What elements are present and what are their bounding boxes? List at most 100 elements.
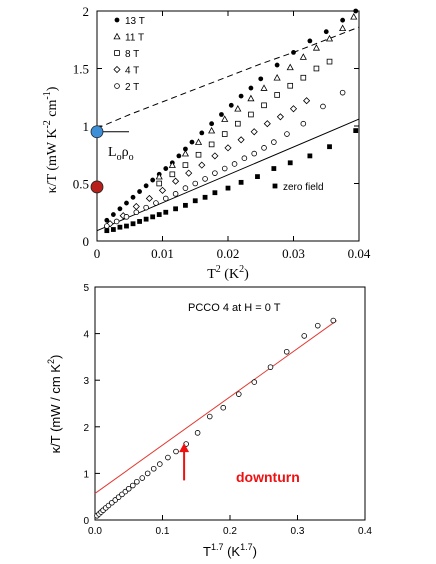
top-data-point: [168, 161, 176, 168]
bottom-y-tick-label: 2: [83, 423, 89, 434]
bottom-x-tick-label: 0.0: [88, 526, 102, 537]
top-y-tick-label: 0.5: [73, 177, 89, 192]
top-series-8-t: [156, 58, 333, 187]
bottom-data-point: [301, 333, 308, 339]
bottom-y-tick-label: 5: [83, 283, 89, 294]
top-data-point: [255, 174, 260, 179]
top-data-point: [158, 186, 167, 194]
top-x-tick-label: 0.02: [217, 246, 240, 261]
top-chart: 0 0.01 0.02 0.03 0.04 0 0.5 1 1.5 2 13 T 11 T 8 T 4 …: [42, 4, 371, 282]
top-data-point: [194, 138, 203, 145]
top-data-point: [117, 224, 123, 230]
top-axis-ticks: 0 0.01 0.02 0.03 0.04 0 0.5 1 1.5 2: [73, 4, 371, 261]
top-data-point: [181, 149, 189, 157]
top-data-point: [117, 206, 123, 212]
top-data-point: [183, 146, 188, 152]
top-data-point: [156, 212, 162, 217]
top-fit-lines: [96, 26, 360, 232]
top-data-point: [271, 139, 277, 145]
top-data-point: [156, 180, 163, 187]
top-data-point: [231, 161, 238, 167]
top-legend-marker: [114, 83, 120, 89]
top-data-point: [251, 150, 258, 157]
top-data-point: [153, 200, 159, 206]
top-data-point: [221, 115, 229, 122]
bottom-data-point: [139, 475, 146, 481]
top-y-tick-label: 1: [83, 119, 90, 134]
top-legend-label: 4 T: [125, 66, 139, 77]
top-legend-label: 13 T: [125, 16, 145, 27]
top-legend-marker: [113, 65, 121, 74]
top-data-point: [137, 189, 142, 194]
top-data-point: [104, 223, 110, 229]
top-data-point: [155, 172, 163, 180]
top-data-point: [241, 155, 248, 162]
top-data-point: [133, 209, 140, 216]
bottom-y-tick-label: 0: [83, 516, 89, 527]
bottom-arrow: [179, 443, 190, 481]
top-x-tick-label: 0: [94, 246, 101, 261]
top-data-point: [339, 89, 346, 96]
top-data-point: [110, 227, 116, 232]
top-data-point: [211, 152, 219, 160]
top-data-point: [228, 102, 234, 108]
top-data-point: [234, 105, 242, 112]
bottom-data-point: [251, 379, 258, 385]
top-data-point: [199, 130, 205, 136]
bottom-series: [94, 317, 337, 519]
top-data-point: [150, 177, 156, 183]
top-data-point: [327, 144, 332, 150]
bottom-data-point: [220, 404, 227, 411]
top-data-point: [208, 126, 216, 134]
top-series-2-t: [104, 89, 346, 229]
top-data-point: [289, 105, 298, 113]
top-data-point: [235, 120, 241, 127]
top-data-point: [320, 103, 326, 110]
top-data-point: [350, 13, 358, 20]
top-data-point: [189, 139, 195, 145]
bottom-x-axis-label: T1.7 (K1.7): [203, 542, 257, 559]
top-data-point: [198, 161, 206, 169]
top-y-tick-label: 1.5: [73, 62, 89, 77]
top-data-point: [261, 102, 267, 109]
bottom-x-tick-label: 0.2: [223, 526, 237, 537]
top-data-point: [143, 216, 149, 222]
bottom-data-point: [283, 348, 290, 355]
top-series-zero-field: [104, 128, 359, 234]
top-series-4-t: [106, 97, 311, 228]
top-data-point: [192, 198, 198, 204]
top-data-point: [130, 194, 136, 200]
top-data-point: [326, 58, 333, 65]
top-x-tick-label: 0.01: [151, 246, 174, 261]
top-data-point: [221, 165, 228, 172]
top-legend-label: zero field: [283, 182, 324, 193]
top-data-point: [130, 221, 136, 227]
top-legend-label: 11 T: [125, 33, 144, 44]
top-legend-marker: [113, 32, 121, 40]
top-data-point: [225, 185, 231, 191]
top-data-point: [113, 218, 120, 225]
top-data-point: [247, 94, 255, 102]
top-y-tick-label: 0: [83, 234, 90, 249]
bottom-data-point: [235, 391, 242, 397]
bottom-data-point: [165, 454, 171, 461]
bottom-data-point: [125, 485, 132, 492]
top-data-point: [237, 136, 245, 144]
bottom-annotation-downturn: downturn: [236, 469, 300, 485]
top-series-13-t: [104, 8, 359, 223]
top-data-point: [172, 177, 180, 185]
top-data-point: [238, 179, 244, 185]
top-data-point: [182, 185, 189, 191]
top-data-point: [104, 228, 110, 234]
top-data-point: [219, 112, 224, 117]
top-data-point: [173, 206, 178, 212]
bottom-data-point: [173, 448, 179, 455]
top-blue-intercept-marker: [90, 125, 104, 139]
top-data-point: [284, 131, 290, 137]
top-fit-dashed-line: [96, 26, 360, 129]
top-data-point: [325, 34, 334, 42]
top-data-point: [276, 113, 284, 121]
top-data-point: [287, 82, 294, 89]
top-y-tick-label: 2: [83, 4, 90, 19]
